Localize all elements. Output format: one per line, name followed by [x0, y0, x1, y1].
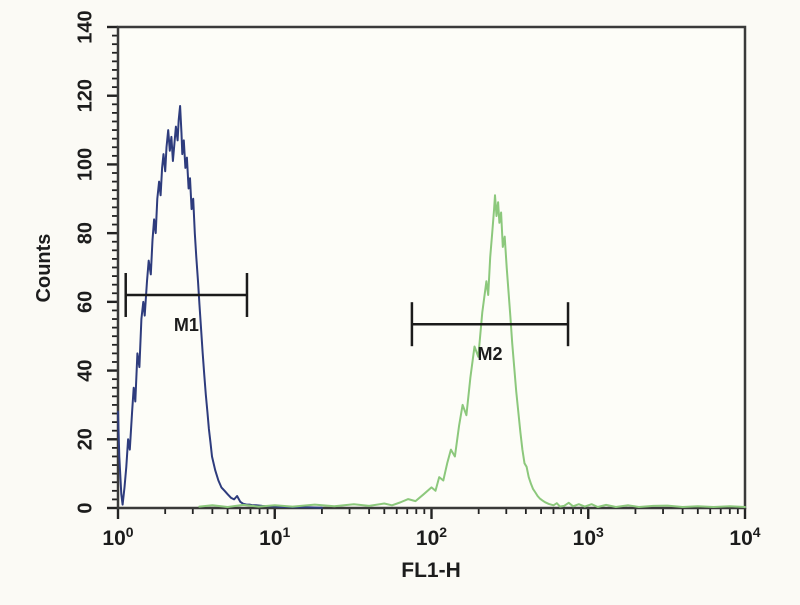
y-axis-tick-label: 40: [74, 359, 96, 381]
y-axis-tick-label: 20: [74, 428, 96, 450]
stained-population-curve: [198, 194, 746, 508]
y-axis-tick-label: 140: [74, 10, 96, 43]
y-axis-tick-label: 120: [74, 79, 96, 112]
y-axis-tick-label: 80: [74, 222, 96, 244]
plot-area-group: 0 20 40 60 80 100 120 140 100 101 102 103 104 M1 M2: [74, 10, 761, 550]
marker-M1-label: M1: [174, 315, 199, 335]
x-axis-decade-label: 100: [102, 524, 133, 550]
plot-background: [118, 27, 745, 508]
plot-border: [116, 25, 747, 510]
y-axis-tick-label: 0: [74, 502, 96, 513]
y-axis-title: Counts: [33, 234, 55, 303]
x-axis-decade-label: 103: [573, 524, 604, 550]
x-axis-decade-label: 101: [259, 524, 290, 550]
negative-control-population-curve: [117, 105, 323, 509]
x-axis-decade-label: 104: [729, 524, 760, 550]
y-axis-tick-label: 100: [74, 148, 96, 181]
x-axis-decade-label: 102: [416, 524, 447, 550]
marker-M2-label: M2: [477, 344, 502, 364]
x-axis-title: FL1-H: [401, 559, 461, 582]
y-axis-tick-label: 60: [74, 291, 96, 313]
